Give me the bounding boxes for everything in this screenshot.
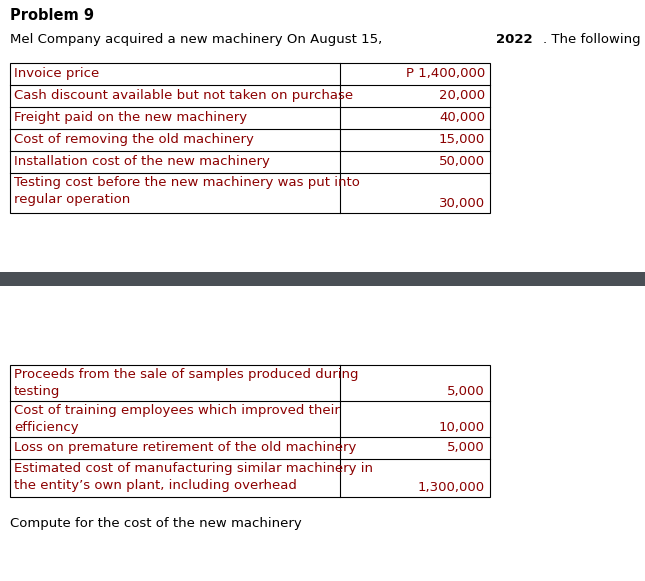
Text: P 1,400,000: P 1,400,000 [406, 67, 485, 81]
Text: 40,000: 40,000 [439, 112, 485, 124]
Text: 1,300,000: 1,300,000 [418, 481, 485, 494]
Bar [10, 63, 490, 213]
Text: Testing cost before the new machinery was put into
regular operation: Testing cost before the new machinery wa… [14, 176, 360, 206]
Text: Invoice price: Invoice price [14, 67, 99, 81]
Text: 10,000: 10,000 [439, 421, 485, 434]
Text: 50,000: 50,000 [439, 156, 485, 168]
Text: Cost of training employees which improved their
efficiency: Cost of training employees which improve… [14, 404, 340, 433]
Text: Cash discount available but not taken on purchase: Cash discount available but not taken on… [14, 89, 353, 102]
Text: 30,000: 30,000 [439, 197, 485, 210]
Text: Estimated cost of manufacturing similar machinery in
the entity’s own plant, inc: Estimated cost of manufacturing similar … [14, 462, 373, 492]
Text: 20,000: 20,000 [439, 89, 485, 102]
Text: 15,000: 15,000 [439, 134, 485, 146]
Text: . The following data are available:: . The following data are available: [543, 33, 645, 46]
Text: 5,000: 5,000 [447, 385, 485, 398]
Text: 5,000: 5,000 [447, 442, 485, 454]
Text: Installation cost of the new machinery: Installation cost of the new machinery [14, 156, 270, 168]
Text: Cost of removing the old machinery: Cost of removing the old machinery [14, 134, 254, 146]
Text: Problem 9: Problem 9 [10, 8, 94, 23]
Text: Freight paid on the new machinery: Freight paid on the new machinery [14, 112, 247, 124]
Bar [0, 272, 645, 286]
Text: Compute for the cost of the new machinery: Compute for the cost of the new machiner… [10, 517, 302, 530]
Text: Loss on premature retirement of the old machinery: Loss on premature retirement of the old … [14, 442, 357, 454]
Bar [10, 365, 490, 497]
Text: Proceeds from the sale of samples produced during
testing: Proceeds from the sale of samples produc… [14, 368, 359, 397]
Text: Mel Company acquired a new machinery On August 15,: Mel Company acquired a new machinery On … [10, 33, 386, 46]
Text: 2022: 2022 [496, 33, 532, 46]
